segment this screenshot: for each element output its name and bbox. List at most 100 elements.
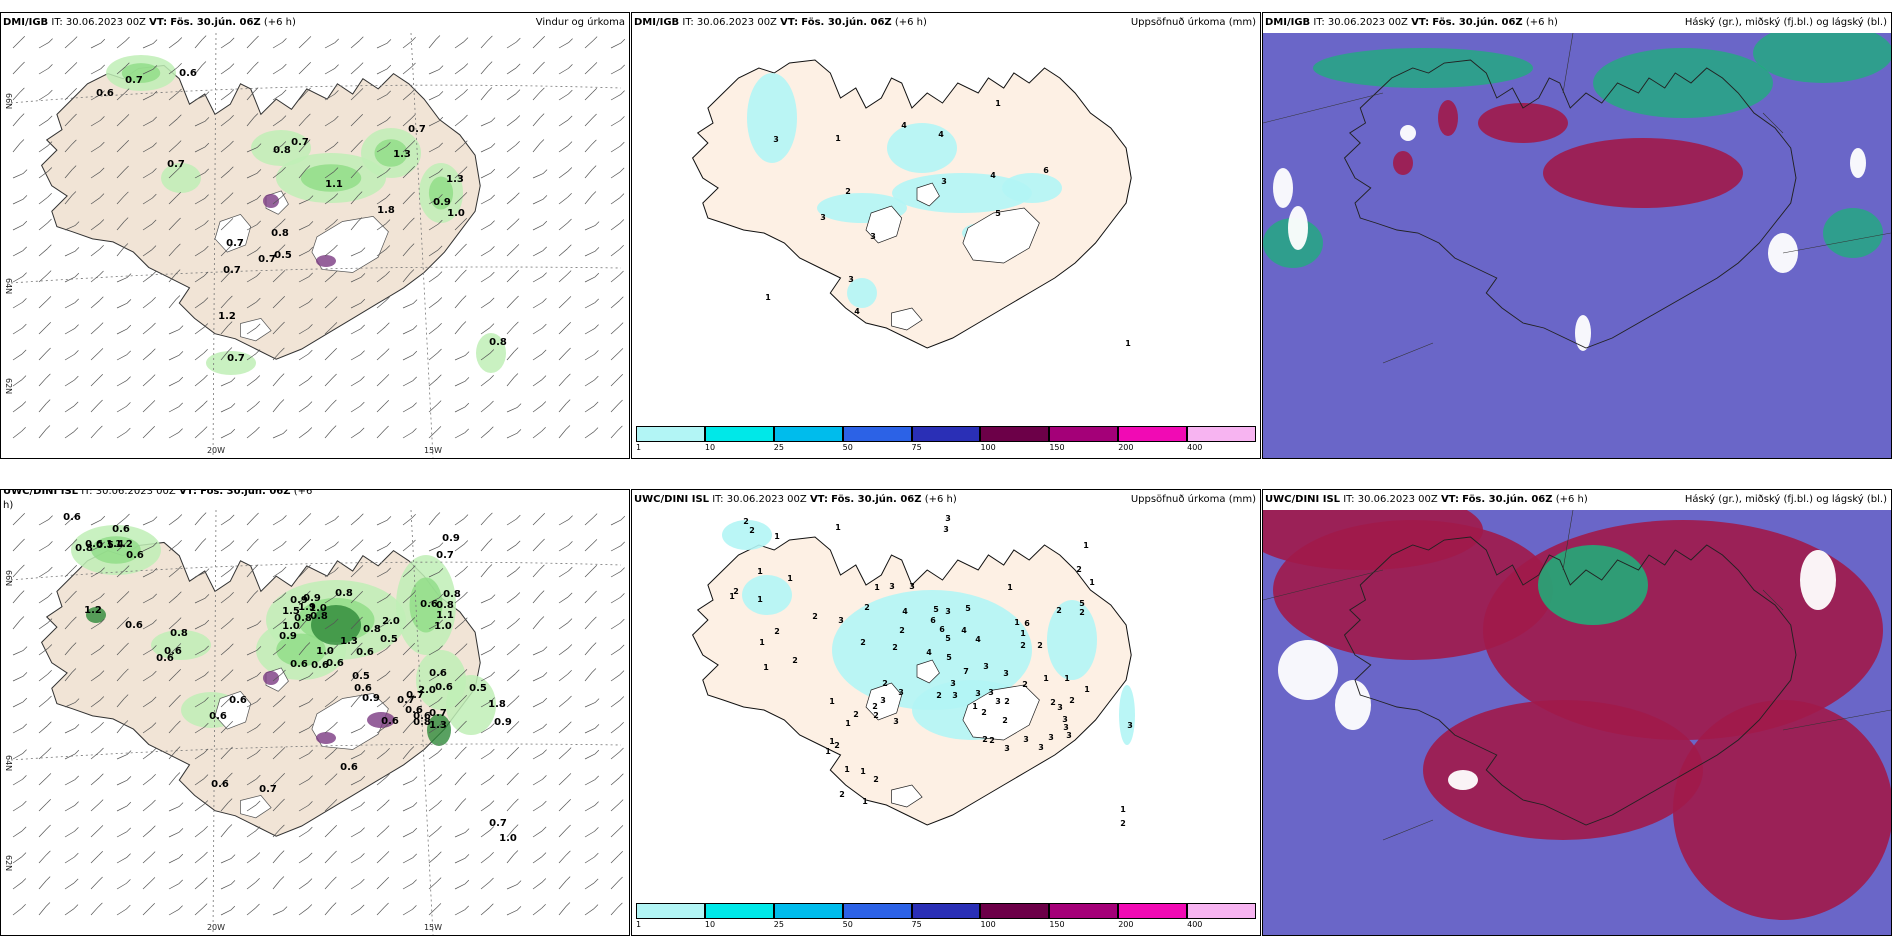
value-label: 4 <box>902 607 908 616</box>
precip-colorbar: 1 10 25 50 75 100 150 200 400 <box>636 426 1256 454</box>
value-label: 0.8 <box>294 613 312 624</box>
panel-uwc-precip: UWC/DINI ISL IT: 30.06.2023 00Z VT: Fös.… <box>631 489 1261 936</box>
snow-area <box>1575 315 1591 351</box>
value-label: 0.8 <box>75 543 93 554</box>
value-label: 5 <box>945 634 951 643</box>
colorbar-label: 50 <box>842 443 853 452</box>
value-label: 0.6 <box>179 68 197 79</box>
colorbar-label: 1 <box>636 443 642 452</box>
value-label: 0.6 <box>311 660 329 671</box>
snow-area <box>1400 125 1416 141</box>
lon-tick: 20W <box>207 923 225 932</box>
value-label: 0.5 <box>380 634 398 645</box>
panel-title: Vindur og úrkoma <box>535 17 625 28</box>
graticule <box>10 33 622 458</box>
value-label: 0.7 <box>429 708 447 719</box>
value-label: 1.2 <box>218 311 236 322</box>
value-label: 4 <box>926 648 932 657</box>
value-label: 1.8 <box>488 699 506 710</box>
value-label: 3 <box>1048 733 1054 742</box>
value-label: 1 <box>874 583 880 592</box>
precip-area <box>1002 173 1062 203</box>
it-label: IT: <box>51 17 63 28</box>
value-label: 1.2 <box>115 539 133 550</box>
value-label: 3 <box>1127 721 1133 730</box>
colorbar-label: 400 <box>1187 920 1203 929</box>
lat-tick: 66N <box>4 93 13 109</box>
high-cloud-area <box>1478 103 1568 143</box>
glacier <box>240 317 272 342</box>
precip-area <box>1047 600 1097 680</box>
lon-tick: 15W <box>424 923 442 932</box>
value-label: 5 <box>1079 599 1085 608</box>
value-label: 3 <box>950 679 956 688</box>
value-label: 2 <box>899 626 905 635</box>
value-label: 1 <box>763 663 769 672</box>
colorbar-label: 100 <box>980 443 996 452</box>
value-label: 1.0 <box>282 621 300 632</box>
value-label: 0.7 <box>397 695 415 706</box>
value-label: 3 <box>945 607 951 616</box>
forecast-offset: (+6 h) <box>1525 17 1558 28</box>
value-label: 4 <box>975 635 981 644</box>
high-cloud-area <box>1673 700 1891 920</box>
value-label: 2 <box>873 775 879 784</box>
high-cloud-area <box>1423 700 1703 840</box>
panel-title: Uppsöfnuð úrkoma (mm) <box>1130 494 1256 505</box>
precip-blob <box>300 164 362 192</box>
value-label: 2 <box>892 643 898 652</box>
model-source: UWC/DINI ISL <box>1265 494 1341 505</box>
value-label: 0.6 <box>85 539 103 550</box>
value-label: 1.3 <box>446 174 464 185</box>
value-label: 2 <box>743 517 749 526</box>
value-label: 3 <box>1003 669 1009 678</box>
colorbar-swatch <box>911 903 981 919</box>
panel-header: UWC/DINI ISL IT: 30.06.2023 00Z VT: Fös.… <box>1 489 629 502</box>
lat-tick: 62N <box>4 855 13 871</box>
glacier <box>214 690 252 730</box>
purple-area <box>316 732 336 744</box>
glacier <box>214 213 252 253</box>
value-label: 2 <box>1050 698 1056 707</box>
value-label: 0.6 <box>354 683 372 694</box>
mid-cloud-area <box>1753 33 1891 83</box>
value-label: 0.7 <box>226 238 244 249</box>
vt-label: VT: <box>809 494 828 505</box>
value-label: 1 <box>972 702 978 711</box>
snow-area <box>1800 550 1836 610</box>
value-label: 2 <box>882 679 888 688</box>
purple-area <box>316 255 336 267</box>
value-label: 1.0 <box>499 833 517 844</box>
value-label: 3 <box>1063 723 1069 732</box>
value-label: 0.9 <box>303 593 321 604</box>
value-label: 5 <box>933 605 939 614</box>
wind-barbs <box>12 512 626 916</box>
glacier <box>891 784 923 808</box>
value-label: 1.0 <box>309 603 327 614</box>
precip-blob <box>446 675 496 735</box>
value-label: 0.8 <box>413 717 431 728</box>
it-label: IT: <box>1343 494 1355 505</box>
init-time: 30.06.2023 00Z <box>1327 17 1408 28</box>
value-label: 2 <box>1004 697 1010 706</box>
value-label: 1.3 <box>393 149 411 160</box>
value-label: 2 <box>982 735 988 744</box>
precip-area <box>1119 685 1135 745</box>
valid-time: Fös. 30.jún. 06Z <box>1462 494 1553 505</box>
value-label: 0.7 <box>408 124 426 135</box>
value-label: 0.9 <box>433 197 451 208</box>
lat-tick: 64N <box>4 278 13 294</box>
value-label: 3 <box>943 525 949 534</box>
precip-blob <box>121 63 161 83</box>
glacier <box>962 684 1040 741</box>
value-label: 2 <box>864 603 870 612</box>
value-label: 0.6 <box>125 620 143 631</box>
forecast-offset: (+6 <box>293 489 313 497</box>
panel-uwc-cloud: UWC/DINI ISL IT: 30.06.2023 00Z VT: Fös.… <box>1262 489 1892 936</box>
purple-area <box>263 671 279 685</box>
value-label: 0.8 <box>335 588 353 599</box>
value-label: 2 <box>860 638 866 647</box>
snow-area <box>1288 206 1308 250</box>
snow-area <box>1335 680 1371 730</box>
value-label: 0.7 <box>167 159 185 170</box>
